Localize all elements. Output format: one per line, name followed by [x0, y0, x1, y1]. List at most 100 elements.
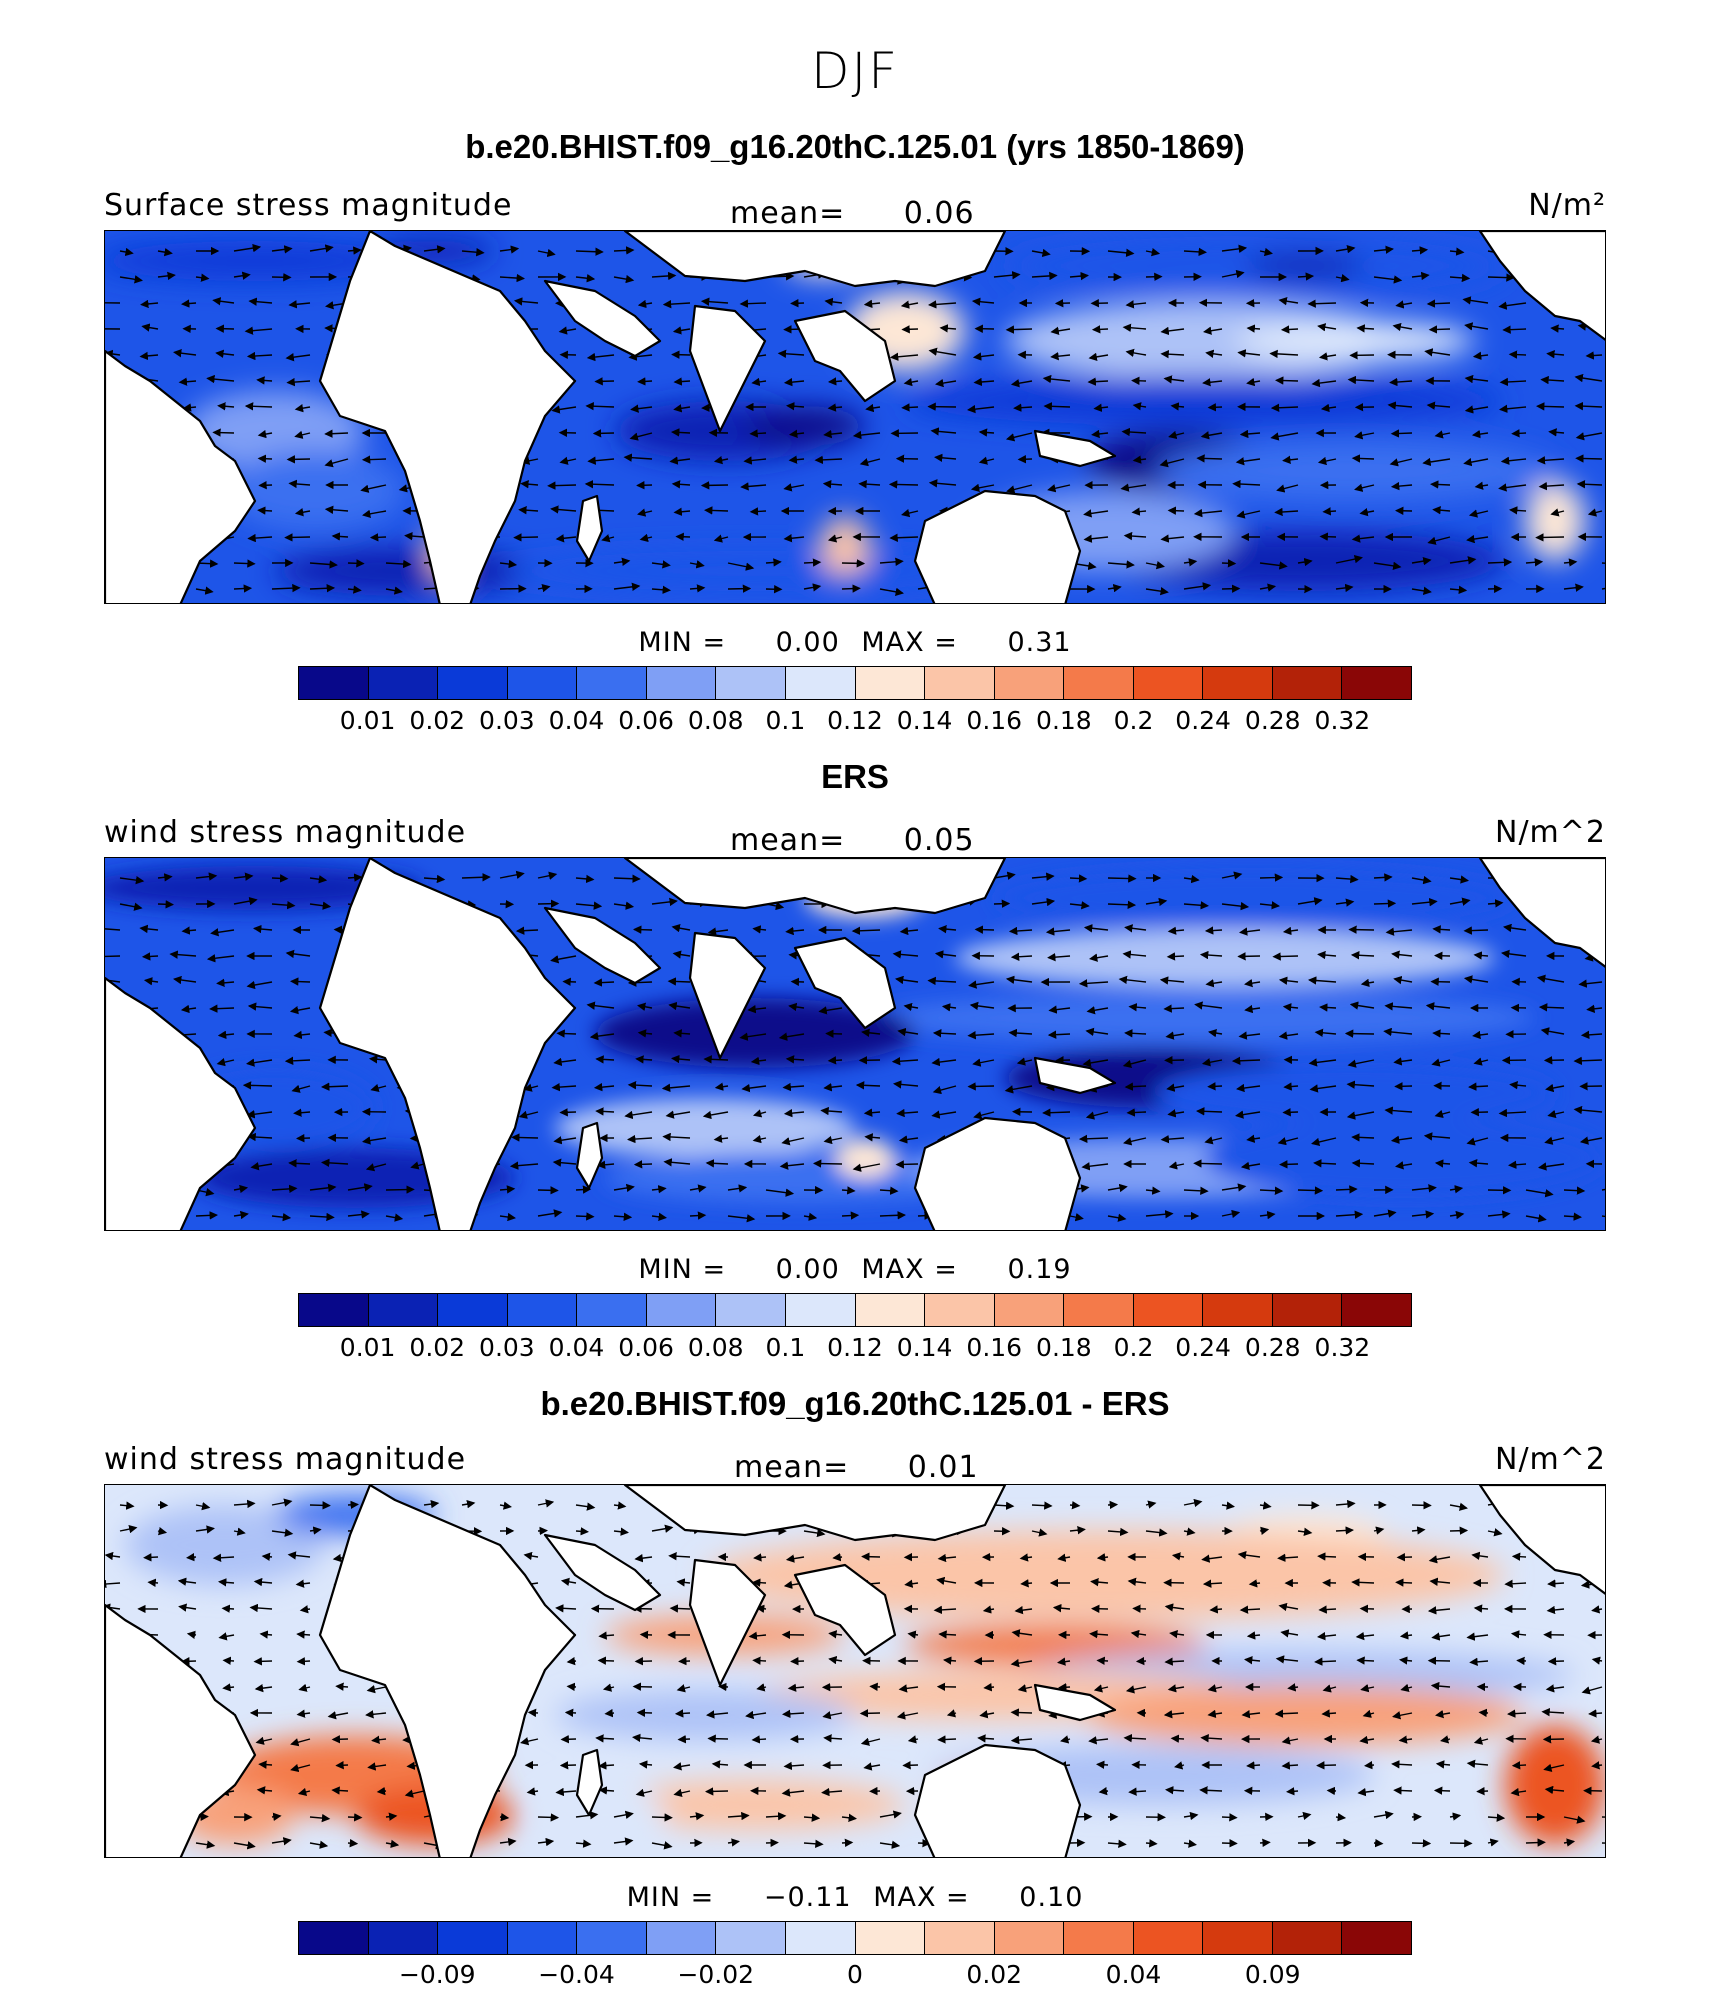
colorbar-box — [1342, 1922, 1411, 1954]
colorbar-box — [647, 1294, 717, 1326]
wind-vector-arrow — [234, 563, 254, 564]
wind-vector-arrow — [669, 981, 690, 982]
colorbar-tick-label: 0.02 — [966, 1960, 1022, 1989]
wind-vector-arrow — [1198, 458, 1222, 459]
wind-vector-arrow — [880, 1215, 905, 1216]
wind-vector-arrow — [842, 563, 864, 564]
field-patch — [835, 1138, 895, 1178]
wind-vector-arrow — [1374, 1843, 1382, 1844]
colorbar-box — [716, 1922, 786, 1954]
colorbar-tick-label: 0.16 — [966, 1333, 1022, 1362]
wind-vector-arrow — [1274, 956, 1298, 957]
panel-2-mean: mean= 0.05 — [730, 823, 975, 858]
wind-vector-arrow — [1353, 1582, 1374, 1583]
wind-vector-arrow — [1321, 536, 1336, 537]
wind-vector-arrow — [348, 1817, 361, 1818]
wind-vector-arrow — [871, 1686, 880, 1687]
wind-vector-arrow — [1346, 1034, 1374, 1035]
wind-vector-arrow — [1436, 1163, 1450, 1164]
wind-vector-arrow — [792, 1661, 805, 1662]
wind-vector-arrow — [378, 1791, 386, 1792]
wind-vector-arrow — [702, 485, 728, 486]
wind-vector-arrow — [1239, 956, 1260, 957]
wind-vector-arrow — [517, 930, 538, 931]
wind-vector-arrow — [594, 433, 614, 434]
wind-vector-arrow — [538, 1190, 557, 1191]
wind-vector-arrow — [566, 1712, 576, 1713]
field-patch — [545, 1785, 665, 1845]
wind-vector-arrow — [1412, 1505, 1430, 1506]
wind-vector-arrow — [272, 878, 287, 879]
colorbar-tick-label: 0.1 — [765, 706, 805, 735]
wind-vector-arrow — [600, 1765, 615, 1766]
panel-1-colorbar — [298, 666, 1412, 700]
colorbar-box — [1203, 1294, 1273, 1326]
panel-3-max-label: MAX = — [873, 1882, 969, 1913]
wind-vector-arrow — [939, 1739, 956, 1740]
wind-vector-arrow — [600, 1790, 614, 1791]
colorbar-tick-label: 0.24 — [1175, 1333, 1231, 1362]
wind-vector-arrow — [1513, 1556, 1526, 1557]
wind-vector-arrow — [568, 1686, 576, 1687]
panel-3-minmax: MIN = −0.11 MAX = 0.10 — [0, 1882, 1710, 1913]
colorbar-box — [1064, 1922, 1134, 1954]
colorbar-tick-label: 0.2 — [1114, 706, 1154, 735]
field-patch — [555, 1690, 855, 1740]
wind-vector-arrow — [706, 1791, 728, 1792]
colorbar-box — [786, 1294, 856, 1326]
colorbar-box — [716, 667, 786, 699]
wind-vector-arrow — [1552, 328, 1564, 329]
colorbar-tick-label: 0.01 — [340, 1333, 396, 1362]
wind-vector-arrow — [829, 1060, 842, 1061]
wind-vector-arrow — [348, 1504, 358, 1505]
wind-vector-arrow — [1435, 1790, 1450, 1791]
wind-vector-arrow — [561, 1765, 576, 1766]
panel-2-mean-value: 0.05 — [904, 823, 975, 858]
wind-vector-arrow — [1206, 930, 1222, 931]
colorbar-tick-label: 0.08 — [688, 706, 744, 735]
wind-vector-arrow — [1309, 303, 1336, 304]
panel-2-map — [104, 857, 1606, 1231]
field-patch — [1085, 1685, 1525, 1745]
colorbar-tick-label: 0.03 — [479, 706, 535, 735]
field-patch — [1505, 1725, 1605, 1845]
wind-vector-arrow — [751, 433, 766, 434]
colorbar-box — [1203, 667, 1273, 699]
colorbar-box — [1134, 1922, 1204, 1954]
wind-vector-arrow — [1353, 458, 1374, 459]
wind-vector-arrow — [705, 510, 728, 511]
wind-vector-arrow — [348, 877, 361, 878]
wind-vector-arrow — [677, 537, 690, 538]
wind-vector-arrow — [842, 1842, 852, 1843]
colorbar-box — [1273, 667, 1343, 699]
wind-vector-arrow — [720, 1687, 729, 1688]
colorbar-tick-label: −0.09 — [399, 1960, 476, 1989]
wind-vector-arrow — [1276, 1713, 1298, 1714]
colorbar-box — [1134, 1294, 1204, 1326]
panel-2-min-value: 0.00 — [776, 1254, 840, 1285]
colorbar-box — [647, 667, 717, 699]
wind-vector-arrow — [1022, 1583, 1032, 1584]
wind-vector-arrow — [286, 537, 310, 538]
wind-vector-arrow — [842, 1190, 854, 1191]
wind-vector-arrow — [1089, 381, 1108, 382]
wind-vector-arrow — [1549, 1661, 1564, 1662]
wind-vector-arrow — [337, 1765, 348, 1766]
colorbar-box — [1273, 1922, 1343, 1954]
colorbar-tick-label: 0.04 — [1106, 1960, 1162, 1989]
wind-vector-arrow — [1336, 1189, 1356, 1190]
colorbar-box — [856, 667, 926, 699]
wind-vector-arrow — [1323, 1713, 1336, 1714]
wind-vector-arrow — [1298, 276, 1313, 277]
wind-vector-arrow — [1470, 1086, 1489, 1087]
wind-vector-arrow — [500, 1817, 508, 1818]
wind-vector-arrow — [1350, 930, 1374, 931]
wind-vector-arrow — [1287, 1791, 1298, 1792]
wind-vector-arrow — [1328, 1791, 1336, 1792]
colorbar-tick-label: 0.2 — [1114, 1333, 1154, 1362]
wind-vector-arrow — [1488, 277, 1513, 278]
colorbar-box — [577, 667, 647, 699]
colorbar-tick-label: 0.18 — [1036, 706, 1092, 735]
colorbar-tick-label: 0.04 — [549, 706, 605, 735]
panel-2-max-value: 0.19 — [1007, 1254, 1071, 1285]
